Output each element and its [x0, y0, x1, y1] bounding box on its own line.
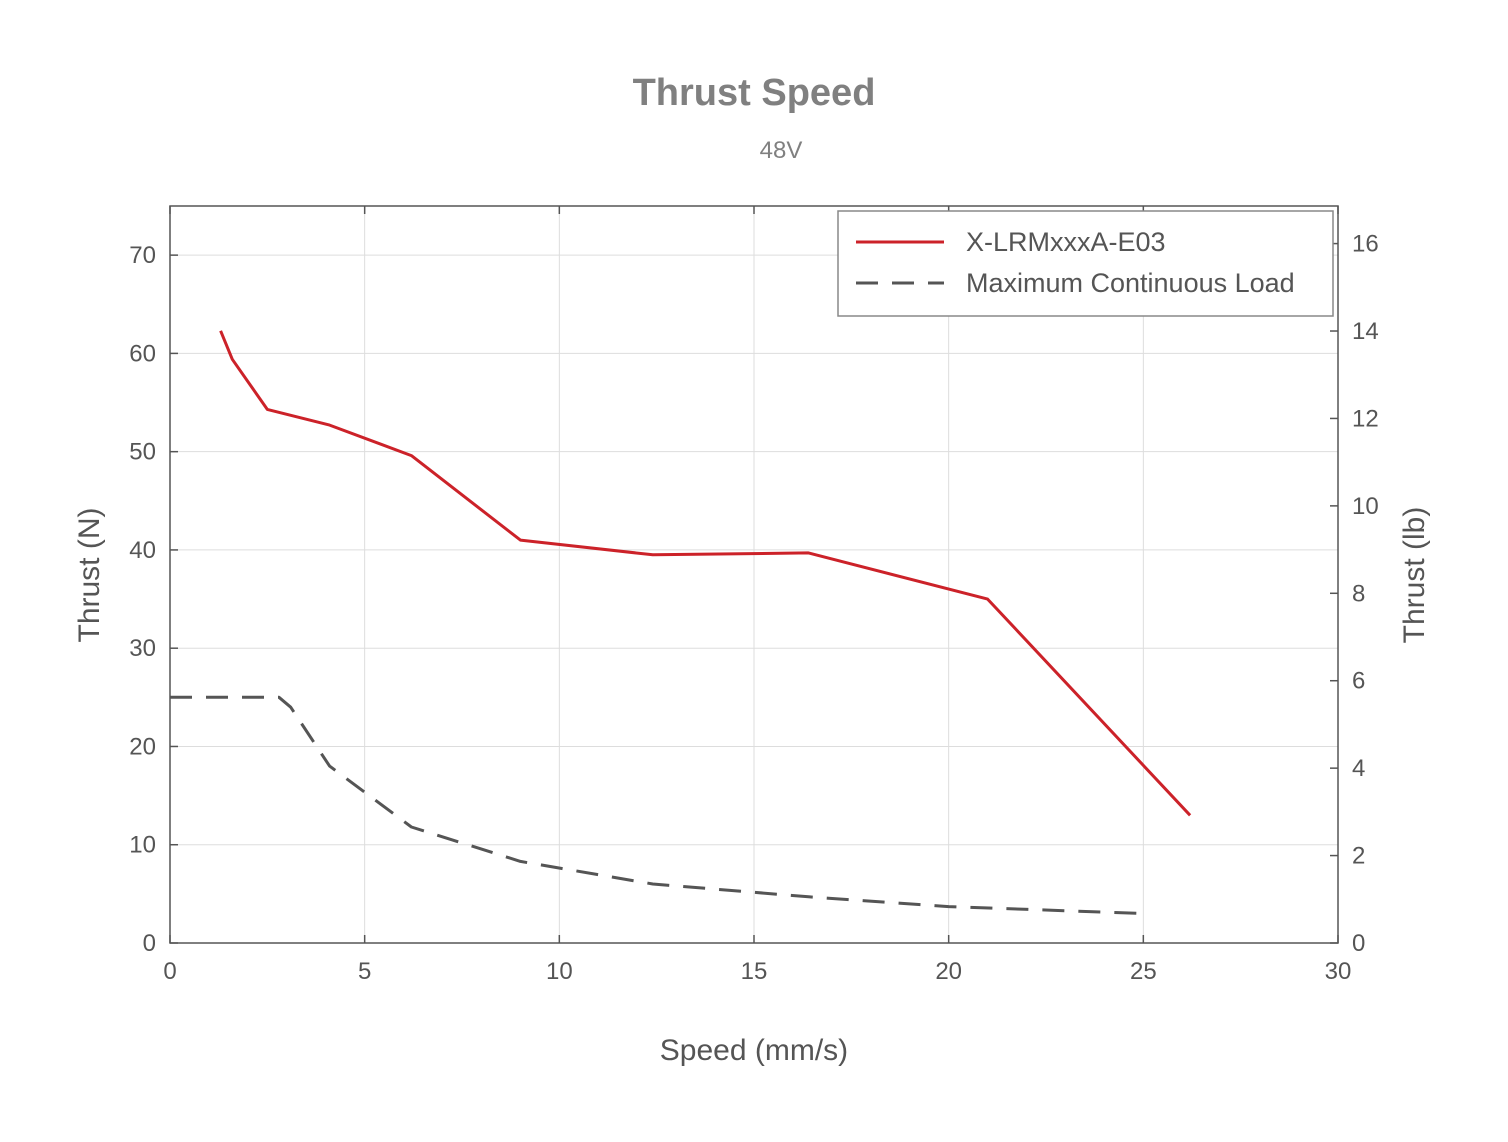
- y2-tick-label: 10: [1352, 493, 1379, 520]
- x-tick-label: 5: [358, 958, 371, 985]
- series-line-1: [170, 695, 1145, 919]
- x-axis-ticks: 0 5 10 15 20 25 30: [163, 206, 1351, 985]
- y2-tick-label: 6: [1352, 668, 1365, 695]
- y-tick-label: 20: [129, 733, 156, 760]
- y2-tick-label: 14: [1352, 318, 1379, 345]
- y-tick-label: 0: [143, 930, 156, 957]
- x-tick-label: 30: [1325, 958, 1352, 985]
- x-tick-label: 0: [163, 958, 176, 985]
- x-tick-label: 10: [546, 958, 573, 985]
- chart-title: Thrust Speed: [633, 72, 876, 114]
- y2-tick-label: 12: [1352, 405, 1379, 432]
- y-tick-label: 10: [129, 832, 156, 859]
- y-tick-label: 70: [129, 242, 156, 269]
- y2-tick-label: 0: [1352, 930, 1365, 957]
- y-tick-label: 30: [129, 635, 156, 662]
- y2-tick-label: 16: [1352, 231, 1379, 258]
- y-tick-label: 50: [129, 439, 156, 466]
- y2-axis-label: Thrust (lb): [1398, 507, 1431, 644]
- x-tick-label: 15: [741, 958, 768, 985]
- legend-box: [837, 210, 1334, 317]
- x-axis-label: Speed (mm/s): [660, 1034, 848, 1067]
- y2-tick-label: 8: [1352, 580, 1365, 607]
- x-tick-label: 25: [1130, 958, 1157, 985]
- y2-axis-ticks: 0 2 4 6 8 10 12 14 16: [1330, 231, 1379, 957]
- y2-tick-label: 2: [1352, 843, 1365, 870]
- legend: X-LRMxxxA-E03 Maximum Continuous Load: [837, 210, 1334, 317]
- y-tick-label: 60: [129, 340, 156, 367]
- legend-label-series-1: Maximum Continuous Load: [966, 268, 1295, 298]
- grid-lines: [169, 206, 1339, 944]
- y-axis-label: Thrust (N): [73, 508, 106, 643]
- legend-label-series-0: X-LRMxxxA-E03: [966, 227, 1166, 257]
- series-line-0: [219, 330, 1192, 817]
- series-lines: [170, 330, 1192, 919]
- x-tick-label: 20: [935, 958, 962, 985]
- chart-subtitle: 48V: [760, 137, 803, 164]
- y-axis-ticks: 0 10 20 30 40 50 60 70: [129, 242, 178, 957]
- y-tick-label: 40: [129, 537, 156, 564]
- y2-tick-label: 4: [1352, 755, 1365, 782]
